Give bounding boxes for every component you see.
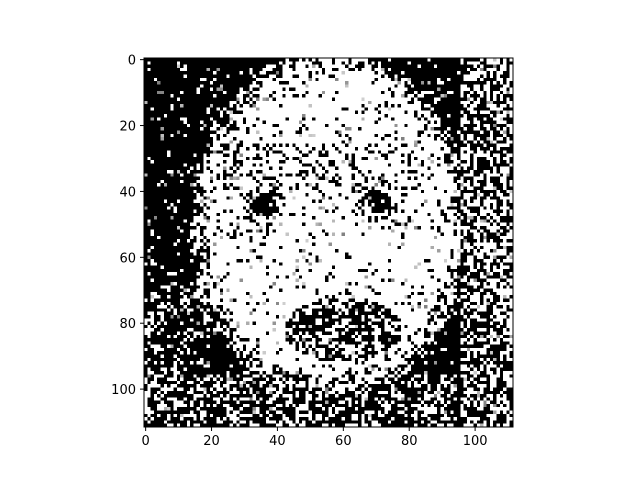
- y-tick-label: 20: [119, 120, 136, 135]
- y-tick-label: 0: [128, 54, 136, 69]
- x-tick-label: 40: [269, 434, 286, 449]
- image-display: [144, 58, 513, 427]
- y-tick-label: 100: [111, 383, 136, 398]
- y-tick-label: 60: [119, 251, 136, 266]
- x-tick-label: 80: [401, 434, 418, 449]
- y-tick-label: 40: [119, 185, 136, 200]
- x-tick-label: 0: [142, 434, 150, 449]
- y-axis: 0 20 40 60 80 100: [111, 54, 144, 398]
- heatmap-image: [144, 58, 513, 427]
- x-tick-label: 20: [203, 434, 220, 449]
- x-tick-label: 100: [463, 434, 488, 449]
- y-tick-label: 80: [119, 317, 136, 332]
- x-axis: 0 20 40 60 80 100: [142, 427, 488, 449]
- axes-frame: [143, 57, 514, 428]
- x-tick-label: 60: [335, 434, 352, 449]
